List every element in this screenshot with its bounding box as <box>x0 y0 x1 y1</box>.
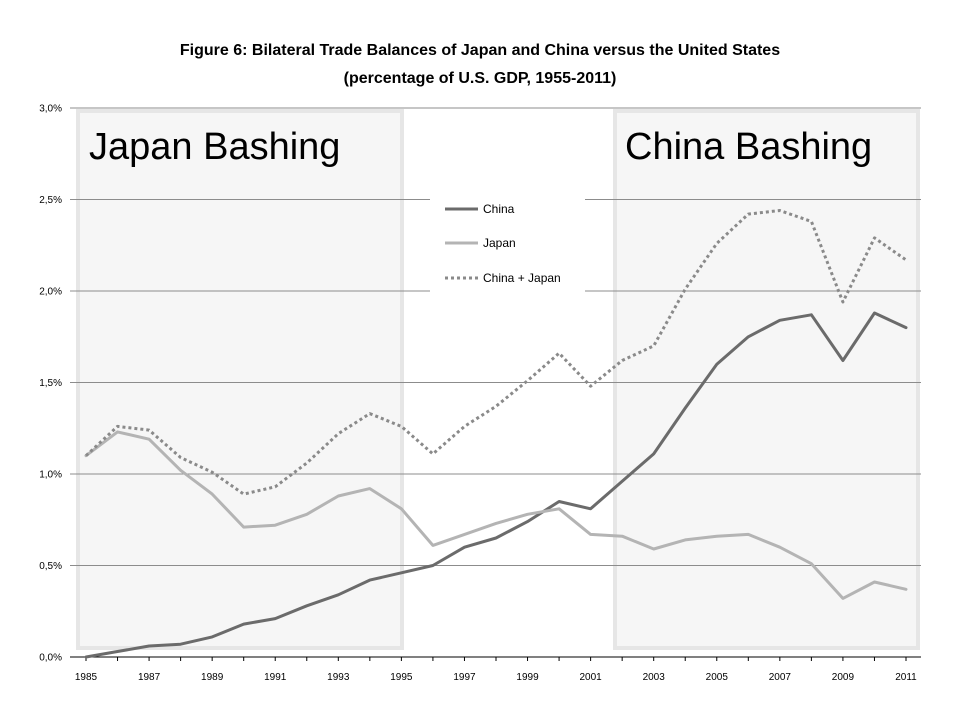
series-lines <box>84 209 908 659</box>
y-tick-label: 0,5% <box>39 561 62 572</box>
y-tick-label: 2,5% <box>39 195 62 206</box>
y-tick-label: 1,0% <box>39 470 62 481</box>
legend-label-combined: China + Japan <box>483 271 561 285</box>
x-tick-label: 2011 <box>895 672 917 683</box>
series-line-japan <box>84 430 908 600</box>
x-tick-label: 1997 <box>453 672 476 683</box>
era-label-1: Japan Bashing <box>89 126 340 168</box>
y-axis-ticks: 0,0% 0,5% 1,0% 1,5% 2,0% 2,5% 3,0% <box>39 104 62 664</box>
legend-label-japan: Japan <box>483 236 516 250</box>
series-line-china <box>84 311 908 659</box>
x-tick-label: 1991 <box>264 672 287 683</box>
x-axis: 1985 1987 1989 1991 1993 1995 1997 1999 2001 2003… <box>70 656 921 683</box>
gridlines <box>70 107 921 566</box>
legend-label-china: China <box>483 202 515 216</box>
y-tick-label: 1,5% <box>39 378 62 389</box>
x-tick-label: 2009 <box>832 672 855 683</box>
x-tick-label: 2005 <box>706 672 729 683</box>
y-tick-label: 2,0% <box>39 287 62 298</box>
series-line-combined <box>84 209 907 496</box>
era-label-2: China Bashing <box>625 126 872 168</box>
x-tick-label: 1995 <box>390 672 413 683</box>
bashing-panel-2 <box>613 109 920 650</box>
x-tick-label: 1987 <box>138 672 161 683</box>
y-tick-label: 0,0% <box>39 653 62 664</box>
era-labels: Japan Bashing China Bashing <box>89 126 872 168</box>
x-tick-label: 1989 <box>201 672 224 683</box>
bashing-panels <box>76 109 920 650</box>
x-tick-label: 1999 <box>516 672 539 683</box>
chart-title-line-2: (percentage of U.S. GDP, 1955-2011) <box>343 70 617 87</box>
chart-title-line-1: Figure 6: Bilateral Trade Balances of Ja… <box>179 42 781 59</box>
x-tick-label: 1993 <box>327 672 350 683</box>
x-tick-label: 2003 <box>643 672 666 683</box>
y-tick-label: 3,0% <box>39 104 62 115</box>
x-tick-label: 1985 <box>75 672 98 683</box>
legend: China Japan China + Japan <box>430 192 585 295</box>
bashing-panel-1 <box>76 109 404 650</box>
x-tick-label: 2007 <box>769 672 792 683</box>
x-tick-label: 2001 <box>579 672 602 683</box>
